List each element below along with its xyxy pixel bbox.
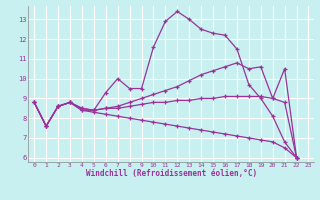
X-axis label: Windchill (Refroidissement éolien,°C): Windchill (Refroidissement éolien,°C): [86, 169, 257, 178]
